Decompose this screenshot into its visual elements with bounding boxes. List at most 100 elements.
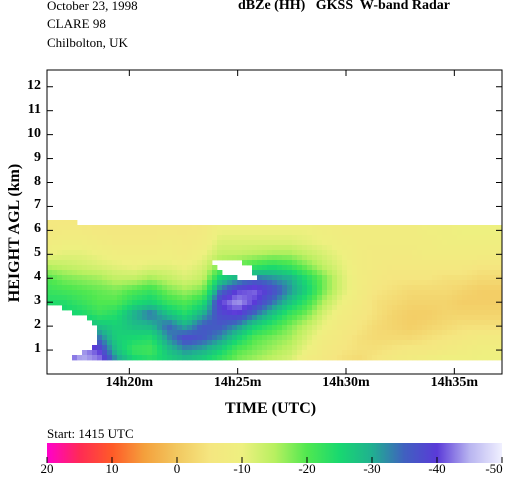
reflectivity-cell bbox=[167, 275, 173, 281]
reflectivity-cell bbox=[57, 295, 63, 301]
reflectivity-cell bbox=[327, 310, 333, 316]
reflectivity-cell bbox=[347, 230, 353, 236]
reflectivity-cell bbox=[432, 340, 438, 346]
reflectivity-cell bbox=[167, 270, 173, 276]
reflectivity-cell bbox=[212, 285, 218, 291]
reflectivity-cell bbox=[332, 275, 338, 281]
reflectivity-cell bbox=[307, 325, 313, 331]
reflectivity-cell bbox=[192, 225, 198, 231]
reflectivity-cell bbox=[92, 310, 98, 316]
reflectivity-cell bbox=[287, 345, 293, 351]
reflectivity-cell bbox=[217, 285, 223, 291]
reflectivity-cell bbox=[137, 280, 143, 286]
reflectivity-cell bbox=[472, 260, 478, 266]
reflectivity-cell bbox=[62, 260, 68, 266]
reflectivity-cell bbox=[282, 315, 288, 321]
reflectivity-cell bbox=[172, 320, 178, 326]
reflectivity-cell bbox=[267, 300, 273, 306]
reflectivity-cell bbox=[142, 250, 148, 256]
reflectivity-cell bbox=[357, 345, 363, 351]
reflectivity-cell bbox=[192, 255, 198, 261]
reflectivity-cell bbox=[332, 270, 338, 276]
reflectivity-cell bbox=[482, 310, 488, 316]
reflectivity-cell bbox=[337, 250, 343, 256]
reflectivity-cell bbox=[267, 275, 273, 281]
reflectivity-cell bbox=[402, 235, 408, 241]
reflectivity-cell bbox=[87, 275, 93, 281]
reflectivity-cell bbox=[472, 240, 478, 246]
reflectivity-cell bbox=[382, 235, 388, 241]
reflectivity-cell bbox=[397, 335, 403, 341]
reflectivity-cell bbox=[222, 285, 228, 291]
reflectivity-cell bbox=[362, 310, 368, 316]
reflectivity-cell bbox=[242, 315, 248, 321]
reflectivity-cell bbox=[222, 240, 228, 246]
reflectivity-cell bbox=[492, 355, 498, 361]
reflectivity-cell bbox=[117, 240, 123, 246]
reflectivity-cell bbox=[417, 245, 423, 251]
reflectivity-cell bbox=[132, 255, 138, 261]
reflectivity-cell bbox=[417, 235, 423, 241]
reflectivity-cell bbox=[467, 305, 473, 311]
reflectivity-cell bbox=[102, 315, 108, 321]
reflectivity-cell bbox=[87, 290, 93, 296]
reflectivity-cell bbox=[467, 265, 473, 271]
reflectivity-cell bbox=[377, 345, 383, 351]
reflectivity-cell bbox=[317, 240, 323, 246]
reflectivity-cell bbox=[82, 225, 88, 231]
reflectivity-cell bbox=[437, 260, 443, 266]
reflectivity-cell bbox=[417, 230, 423, 236]
reflectivity-cell bbox=[317, 290, 323, 296]
reflectivity-cell bbox=[362, 225, 368, 231]
reflectivity-cell bbox=[302, 315, 308, 321]
reflectivity-cell bbox=[312, 320, 318, 326]
reflectivity-cell bbox=[402, 325, 408, 331]
reflectivity-cell bbox=[182, 300, 188, 306]
reflectivity-cell bbox=[267, 225, 273, 231]
reflectivity-cell bbox=[132, 270, 138, 276]
reflectivity-cell bbox=[77, 225, 83, 231]
reflectivity-cell bbox=[407, 265, 413, 271]
reflectivity-cell bbox=[147, 355, 153, 361]
reflectivity-cell bbox=[327, 250, 333, 256]
reflectivity-cell bbox=[122, 280, 128, 286]
reflectivity-cell bbox=[382, 265, 388, 271]
reflectivity-cell bbox=[437, 300, 443, 306]
reflectivity-cell bbox=[417, 315, 423, 321]
reflectivity-cell bbox=[342, 290, 348, 296]
reflectivity-cell bbox=[192, 305, 198, 311]
reflectivity-cell bbox=[107, 230, 113, 236]
reflectivity-cell bbox=[387, 240, 393, 246]
reflectivity-cell bbox=[422, 335, 428, 341]
reflectivity-cell bbox=[347, 255, 353, 261]
reflectivity-cell bbox=[112, 345, 118, 351]
reflectivity-cell bbox=[282, 240, 288, 246]
reflectivity-cell bbox=[407, 250, 413, 256]
reflectivity-cell bbox=[337, 225, 343, 231]
reflectivity-cell bbox=[272, 225, 278, 231]
reflectivity-cell bbox=[287, 280, 293, 286]
reflectivity-cell bbox=[182, 310, 188, 316]
reflectivity-cell bbox=[332, 325, 338, 331]
reflectivity-cell bbox=[392, 265, 398, 271]
reflectivity-cell bbox=[162, 280, 168, 286]
reflectivity-cell bbox=[212, 330, 218, 336]
reflectivity-cell bbox=[82, 300, 88, 306]
reflectivity-cell bbox=[407, 275, 413, 281]
reflectivity-cell bbox=[177, 355, 183, 361]
reflectivity-cell bbox=[57, 280, 63, 286]
reflectivity-cell bbox=[152, 320, 158, 326]
reflectivity-cell bbox=[337, 320, 343, 326]
reflectivity-cell bbox=[327, 330, 333, 336]
reflectivity-cell bbox=[237, 225, 243, 231]
reflectivity-cell bbox=[307, 310, 313, 316]
reflectivity-cell bbox=[412, 345, 418, 351]
reflectivity-cell bbox=[142, 255, 148, 261]
reflectivity-cell bbox=[427, 325, 433, 331]
reflectivity-cell bbox=[267, 320, 273, 326]
reflectivity-cell bbox=[457, 270, 463, 276]
reflectivity-cell bbox=[82, 290, 88, 296]
reflectivity-cell bbox=[147, 290, 153, 296]
reflectivity-cell bbox=[202, 325, 208, 331]
reflectivity-cell bbox=[462, 260, 468, 266]
